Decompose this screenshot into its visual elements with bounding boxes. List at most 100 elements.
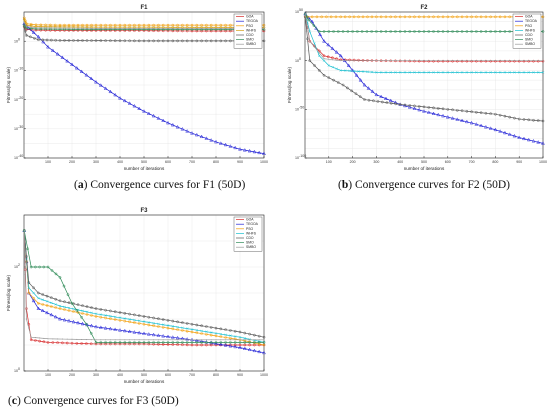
data-point	[108, 326, 113, 331]
data-point	[436, 107, 440, 110]
data-point	[381, 100, 384, 104]
data-point	[322, 39, 326, 43]
data-point	[306, 27, 309, 29]
data-point	[466, 60, 468, 62]
data-point	[413, 59, 416, 63]
grid	[24, 214, 265, 372]
data-point	[161, 118, 166, 122]
data-point	[541, 71, 545, 74]
data-point	[263, 339, 265, 341]
data-point	[62, 317, 67, 322]
data-point	[50, 38, 53, 42]
data-point	[104, 39, 107, 42]
data-point	[190, 328, 194, 331]
data-point	[233, 335, 237, 338]
data-point	[257, 342, 261, 346]
data-point	[51, 341, 55, 344]
data-point	[489, 59, 492, 63]
data-point	[176, 341, 179, 344]
data-point	[27, 281, 31, 284]
data-point	[71, 319, 76, 324]
data-point	[446, 59, 450, 63]
data-point	[81, 39, 84, 42]
data-point	[484, 111, 488, 115]
data-point	[220, 28, 222, 30]
data-point	[133, 39, 136, 43]
data-point	[247, 347, 252, 352]
data-point	[32, 286, 35, 290]
data-point	[352, 69, 356, 73]
data-point	[147, 323, 151, 327]
data-point	[190, 39, 194, 43]
data-point	[45, 300, 49, 303]
data-point	[384, 30, 388, 33]
data-point	[374, 92, 379, 97]
chart-panel-f2: F2 100 200 300 400 500 600 700 800 900 1000 10 50 10 0…	[283, 2, 547, 176]
data-point	[151, 332, 156, 337]
data-point	[185, 329, 189, 333]
data-point	[50, 48, 55, 52]
data-point	[44, 23, 47, 27]
data-point	[94, 80, 98, 84]
data-point	[422, 15, 426, 19]
data-point	[451, 59, 454, 63]
data-point	[366, 70, 369, 74]
data-point	[118, 311, 122, 314]
data-point	[541, 119, 545, 123]
data-point	[24, 274, 26, 276]
data-point	[513, 59, 516, 63]
x-tick-label: 900	[237, 373, 243, 377]
data-point	[137, 341, 141, 344]
data-point	[224, 336, 227, 339]
data-point	[176, 39, 179, 43]
data-point	[113, 310, 117, 314]
data-point	[366, 86, 371, 90]
data-point	[238, 345, 242, 349]
data-point	[214, 29, 218, 33]
data-point	[349, 60, 351, 62]
data-point	[432, 106, 435, 110]
data-point	[417, 71, 421, 74]
data-point	[67, 306, 71, 310]
data-point	[408, 30, 412, 33]
data-point	[148, 27, 150, 29]
data-point	[218, 342, 223, 346]
data-point	[123, 342, 127, 346]
data-point	[432, 59, 435, 63]
data-point	[375, 60, 377, 62]
y-tick-label: 10	[295, 59, 299, 63]
data-point	[72, 39, 75, 42]
data-point	[205, 28, 207, 30]
y-tick-exponent: -50	[299, 106, 304, 110]
data-point	[215, 28, 217, 30]
data-point	[191, 339, 193, 341]
data-point	[470, 71, 473, 74]
data-point	[81, 338, 83, 341]
data-point	[118, 341, 122, 344]
data-point	[209, 29, 213, 33]
data-point	[162, 27, 164, 30]
data-point	[118, 39, 122, 43]
data-point	[380, 60, 382, 62]
legend-label: GOA	[246, 218, 254, 222]
data-point	[195, 331, 199, 335]
data-point	[513, 60, 515, 62]
data-point	[113, 39, 117, 43]
data-point	[89, 323, 94, 328]
data-point	[354, 73, 359, 77]
data-point	[108, 89, 113, 94]
data-point	[490, 60, 492, 62]
data-point	[446, 30, 450, 33]
data-point	[366, 60, 369, 62]
data-point	[343, 69, 347, 72]
data-point	[63, 39, 66, 42]
data-point	[494, 59, 497, 63]
data-point	[455, 59, 459, 63]
data-point	[37, 302, 40, 305]
data-point	[133, 341, 136, 344]
y-tick-label: 10	[14, 127, 18, 131]
data-point	[85, 322, 88, 326]
